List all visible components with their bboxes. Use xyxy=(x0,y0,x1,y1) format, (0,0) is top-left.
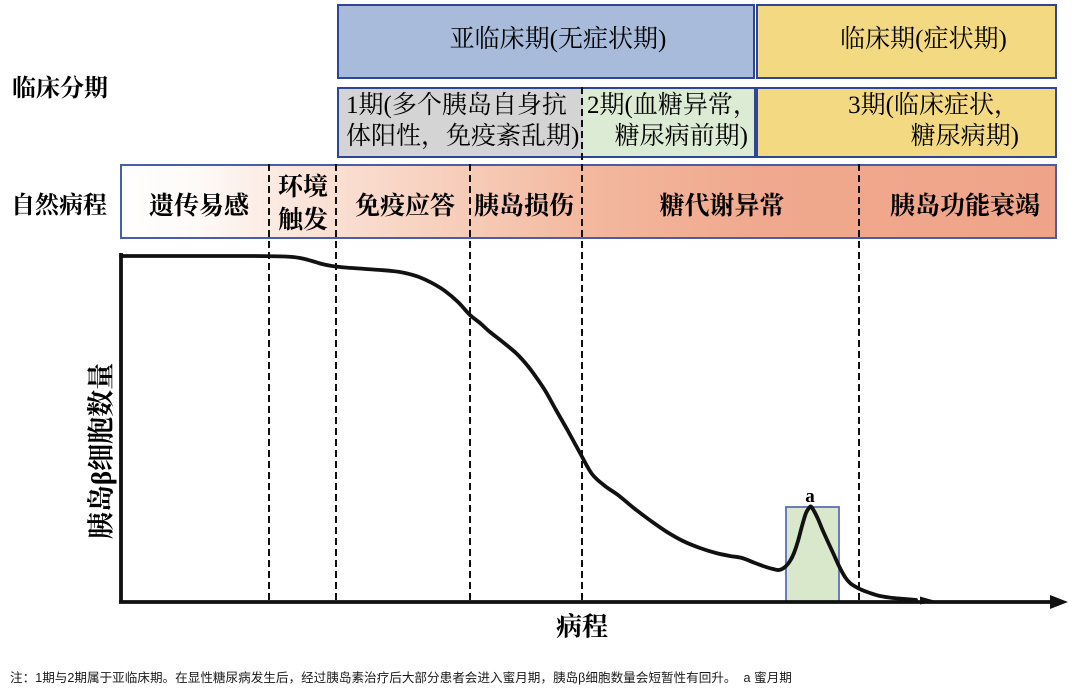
svg-text:a: a xyxy=(805,486,815,507)
